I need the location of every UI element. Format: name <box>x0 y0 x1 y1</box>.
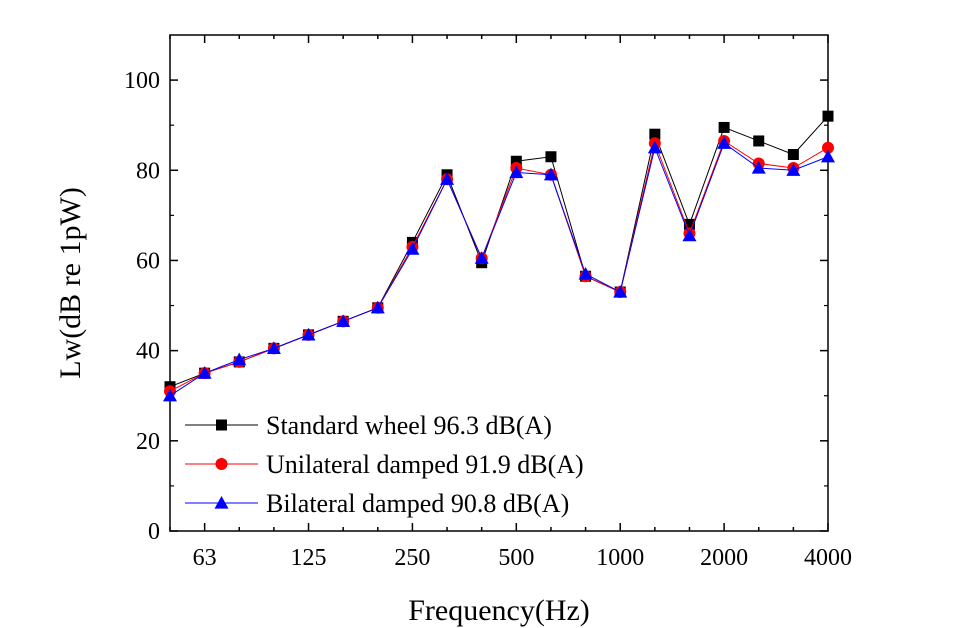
legend-marker <box>214 496 229 509</box>
y-tick-label: 100 <box>124 68 160 94</box>
data-point <box>370 300 385 314</box>
x-tick-label: 125 <box>291 545 327 571</box>
legend-label: Unilateral damped 91.9 dB(A) <box>266 450 584 479</box>
series-3 <box>163 136 835 402</box>
legend-item: Standard wheel 96.3 dB(A) <box>185 411 552 440</box>
legend-marker <box>216 419 227 431</box>
data-point <box>821 149 835 163</box>
data-point <box>301 327 316 341</box>
data-point <box>543 167 558 181</box>
y-tick-label: 40 <box>136 339 160 365</box>
data-point <box>786 163 801 176</box>
x-tick-label: 1000 <box>596 545 644 571</box>
x-tick-labels: 63 125 250 500 1000 2000 4000 <box>193 545 852 571</box>
legend-marker <box>215 458 228 470</box>
data-point <box>545 151 557 163</box>
data-point <box>647 140 662 154</box>
x-tick-label: 63 <box>193 545 217 571</box>
data-point <box>405 242 420 255</box>
data-point <box>718 121 730 133</box>
data-point <box>336 314 351 327</box>
data-point <box>822 110 834 122</box>
data-point <box>509 165 524 179</box>
data-point <box>266 341 281 354</box>
series-2 <box>164 134 834 398</box>
x-tick-label: 4000 <box>804 545 852 571</box>
y-tick-label: 0 <box>148 519 160 545</box>
data-point <box>510 155 522 167</box>
data-point <box>787 148 799 160</box>
legend: Standard wheel 96.3 dB(A) Unilateral damp… <box>185 411 584 518</box>
data-point <box>197 366 212 379</box>
x-axis-title: Frequency(Hz) <box>408 594 590 627</box>
series-line <box>169 142 829 397</box>
data-point <box>232 352 247 366</box>
y-axis-title: Lw(dB re 1pW) <box>54 187 87 379</box>
data-point <box>163 388 177 402</box>
data-point <box>440 172 455 185</box>
data-point <box>683 218 695 230</box>
legend-item: Bilateral damped 90.8 dB(A) <box>185 489 569 518</box>
legend-label: Standard wheel 96.3 dB(A) <box>266 411 552 440</box>
x-tick-label: 500 <box>498 545 534 571</box>
y-tick-labels: 0 20 40 60 80 100 <box>124 68 160 545</box>
y-tick-label: 80 <box>136 158 160 184</box>
data-point <box>717 136 732 149</box>
axis-ticks <box>169 35 829 532</box>
series-layer <box>163 110 835 402</box>
legend-item: Unilateral damped 91.9 dB(A) <box>185 450 584 479</box>
data-point <box>613 285 628 298</box>
plot-frame <box>169 34 829 532</box>
y-tick-label: 20 <box>136 429 160 455</box>
series-1 <box>164 110 834 393</box>
data-point <box>474 251 489 264</box>
data-point <box>753 135 765 147</box>
data-point <box>822 141 834 154</box>
data-point <box>649 128 661 140</box>
y-tick-label: 60 <box>136 248 160 274</box>
x-tick-label: 2000 <box>700 545 748 571</box>
data-point <box>682 228 697 242</box>
data-point <box>578 266 593 280</box>
x-tick-label: 250 <box>394 545 430 571</box>
data-point <box>751 161 766 174</box>
legend-label: Bilateral damped 90.8 dB(A) <box>266 489 569 518</box>
